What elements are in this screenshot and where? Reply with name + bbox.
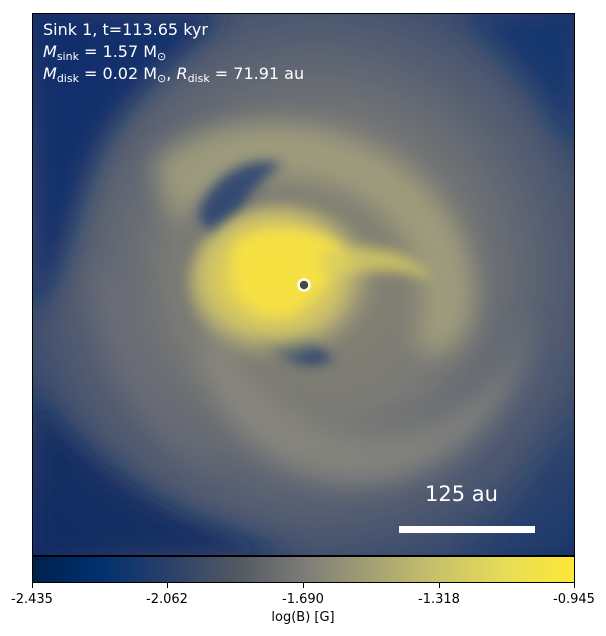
disk-properties-label: Mdisk = 0.02 M⊙, Rdisk = 71.91 au (43, 64, 304, 89)
r-disk-value: = 71.91 au (209, 64, 305, 83)
colorbar-tick (32, 583, 33, 588)
m-sink-unit-subscript: ⊙ (157, 50, 167, 63)
colorbar-tick-label: -0.945 (553, 592, 595, 607)
m-disk-subscript: disk (56, 72, 79, 85)
colorbar-tick (574, 583, 575, 588)
m-sink-symbol: M (43, 42, 57, 61)
dark-outer-regions (33, 14, 574, 555)
separator: , (166, 64, 177, 83)
colorbar-tick-label: -1.690 (282, 592, 324, 607)
magnetic-field-map: Sink 1, t=113.65 kyr Msink = 1.57 M⊙ Mdi… (32, 13, 575, 556)
colorbar-tick-label: -2.062 (146, 592, 188, 607)
colorbar-tick (167, 583, 168, 588)
sink-marker (297, 278, 311, 292)
colorbar-tick-label: -1.318 (418, 592, 460, 607)
sink-mass-label: Msink = 1.57 M⊙ (43, 42, 166, 67)
scale-bar (399, 526, 535, 533)
colorbar (32, 556, 575, 583)
m-disk-unit-subscript: ⊙ (157, 72, 167, 85)
colorbar-label: log(B) [G] (271, 610, 335, 625)
m-disk-value: = 0.02 M (78, 64, 158, 83)
m-disk-symbol: M (43, 64, 57, 83)
colorbar-tick-label: -2.435 (11, 592, 53, 607)
colorbar-tick (439, 583, 440, 588)
m-sink-value: = 1.57 M (78, 42, 158, 61)
scale-bar-label: 125 au (425, 482, 498, 506)
m-sink-subscript: sink (56, 50, 79, 63)
bright-core (188, 204, 433, 364)
r-disk-symbol: R (176, 64, 188, 83)
colorbar-tick (303, 583, 304, 588)
r-disk-subscript: disk (187, 72, 210, 85)
sink-particle-icon (297, 278, 311, 292)
sink-time-label: Sink 1, t=113.65 kyr (43, 20, 208, 39)
field-map-image (33, 14, 574, 555)
